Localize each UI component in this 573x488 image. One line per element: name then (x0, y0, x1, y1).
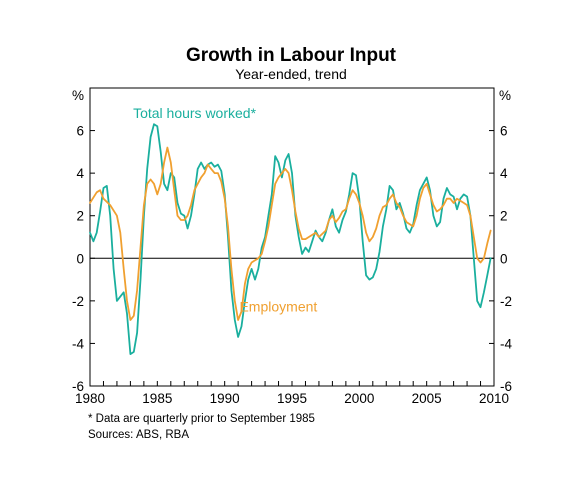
y-tick-label-right: 6 (500, 124, 508, 139)
sources-note: Sources: ABS, RBA (88, 429, 189, 441)
y-unit-label-left: % (72, 88, 84, 103)
series-line-1 (89, 146, 492, 321)
y-tick-label-left: 4 (76, 166, 84, 181)
y-tick-label-left: -2 (72, 294, 84, 309)
x-tick-label: 1985 (142, 391, 172, 406)
y-tick-label-left: 2 (76, 209, 84, 224)
series-line-0 (89, 123, 492, 355)
axes-layer: -6 -6 -4 -4 -2 -2 0 0 2 2 4 4 6 6 1980 1985 1990 1995 2000… (72, 124, 513, 406)
y-tick-label-right: 2 (500, 209, 508, 224)
series-label-0: Total hours worked* (133, 105, 257, 121)
y-tick-label-right: -6 (500, 379, 512, 394)
x-tick-label: 2005 (412, 391, 442, 406)
y-tick-label-left: 6 (76, 124, 84, 139)
y-unit-label-right: % (499, 88, 511, 103)
series-layer (89, 123, 492, 355)
chart-title: Growth in Labour Input (186, 45, 397, 66)
y-tick-label-right: -4 (500, 336, 512, 351)
footnote: * Data are quarterly prior to September … (88, 413, 315, 425)
y-tick-label-right: 0 (500, 251, 508, 266)
y-tick-label-left: 0 (76, 251, 84, 266)
x-tick-label: 1980 (75, 391, 105, 406)
chart-subtitle: Year-ended, trend (235, 66, 347, 82)
y-tick-label-right: 4 (500, 166, 508, 181)
y-tick-label-left: -6 (72, 379, 84, 394)
labels-layer: Total hours worked* Employment (133, 105, 317, 315)
y-tick-label-left: -4 (72, 336, 84, 351)
plot-frame (89, 87, 495, 387)
x-tick-label: 1990 (210, 391, 240, 406)
y-tick-label-right: -2 (500, 294, 512, 309)
series-label-1: Employment (239, 299, 317, 315)
x-tick-label: 2000 (344, 391, 374, 406)
x-tick-label: 1995 (277, 391, 307, 406)
x-tick-label: 2010 (479, 391, 509, 406)
